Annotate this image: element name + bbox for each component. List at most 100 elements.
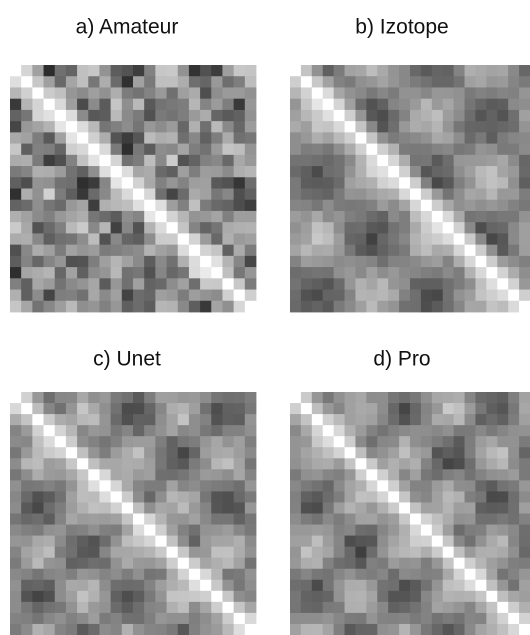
heatmap-cell [110, 502, 123, 514]
heatmap-cell [399, 267, 411, 279]
heatmap-cell [211, 601, 223, 614]
heatmap-cell [453, 447, 465, 459]
heatmap-cell [133, 121, 145, 133]
heatmap-cell [133, 233, 145, 246]
heatmap-cell [166, 278, 179, 290]
heatmap-cell [43, 590, 56, 603]
heatmap-cell [497, 177, 509, 189]
heatmap-cell [65, 177, 78, 189]
heatmap-cell [21, 188, 33, 201]
heatmap-cell [497, 65, 509, 77]
heatmap-cell [77, 491, 89, 503]
heatmap-cell [311, 76, 324, 88]
heatmap-cell [166, 623, 179, 635]
heatmap-cell [54, 267, 67, 279]
heatmap-cell [211, 121, 223, 133]
heatmap-cell [110, 76, 123, 88]
heatmap-cell [410, 109, 422, 122]
heatmap-cell [155, 109, 167, 122]
heatmap-cell [333, 535, 345, 548]
heatmap-cell [133, 76, 145, 88]
heatmap-cell [244, 65, 257, 77]
heatmap-cell [300, 590, 313, 603]
heatmap-cell [121, 76, 134, 88]
heatmap-cell [355, 524, 367, 536]
heatmap-cell [442, 601, 455, 614]
heatmap-cell [155, 590, 167, 603]
heatmap-cell [88, 166, 100, 178]
heatmap-cell [233, 458, 246, 470]
heatmap-cell [166, 425, 179, 437]
heatmap-cell [211, 579, 223, 592]
heatmap-cell [333, 289, 345, 302]
heatmap-cell [290, 568, 302, 581]
heatmap-cell [133, 425, 145, 437]
heatmap-cell [65, 210, 78, 223]
heatmap-cell [410, 188, 422, 201]
heatmap-cell [475, 513, 487, 525]
heatmap-cell [300, 76, 313, 88]
heatmap-cell [322, 447, 335, 459]
heatmap-cell [144, 579, 156, 592]
heatmap-cell [311, 109, 324, 122]
heatmap-cell [222, 199, 235, 212]
heatmap-cell [344, 121, 356, 133]
heatmap-cell [166, 414, 179, 426]
heatmap-cell [121, 447, 134, 459]
heatmap-cell [121, 132, 134, 144]
heatmap-cell [519, 502, 530, 514]
heatmap-cell [464, 513, 476, 525]
heatmap-cell [355, 469, 367, 481]
heatmap-cell [177, 87, 190, 100]
heatmap-cell [177, 524, 190, 536]
heatmap-cell [121, 222, 134, 234]
heatmap-cell [290, 222, 302, 234]
heatmap-cell [442, 188, 455, 201]
heatmap-cell [211, 590, 223, 603]
heatmap-cell [300, 524, 313, 536]
heatmap-cell [177, 98, 190, 111]
heatmap-cell [311, 447, 324, 459]
heatmap-cell [388, 177, 400, 189]
heatmap-cell [188, 480, 201, 492]
heatmap-cell [410, 177, 422, 189]
heatmap-cell [200, 546, 212, 559]
heatmap-cell [366, 612, 378, 625]
heatmap-cell [322, 222, 335, 234]
heatmap-cell [519, 244, 530, 257]
heatmap-cell [486, 98, 498, 111]
heatmap-cell [43, 491, 56, 503]
heatmap-cell [333, 154, 345, 167]
heatmap-cell [464, 469, 476, 481]
heatmap-cell [366, 166, 378, 178]
heatmap-cell [88, 579, 100, 592]
heatmap-cell [453, 403, 465, 415]
heatmap-cell [519, 546, 530, 559]
heatmap-cell [110, 513, 123, 525]
heatmap-cell [54, 98, 67, 111]
heatmap-cell [77, 513, 89, 525]
heatmap-cell [32, 568, 44, 581]
heatmap-cell [211, 425, 223, 437]
heatmap-cell [188, 154, 201, 167]
heatmap-cell [508, 222, 520, 234]
heatmap-cell [188, 601, 201, 614]
heatmap-cell [43, 76, 56, 88]
heatmap-cell [355, 403, 367, 415]
heatmap-cell [519, 65, 530, 77]
heatmap-cell [497, 612, 509, 625]
heatmap-cell [110, 392, 123, 404]
heatmap-cell [200, 244, 212, 257]
heatmap-cell [497, 425, 509, 437]
heatmap-cell [388, 513, 400, 525]
heatmap-cell [211, 210, 223, 223]
heatmap-cell [65, 222, 78, 234]
heatmap-cell [311, 166, 324, 178]
heatmap-cell [410, 289, 422, 302]
heatmap-cell [88, 601, 100, 614]
heatmap-cell [88, 210, 100, 223]
heatmap-cell [65, 143, 78, 156]
heatmap-cell [144, 289, 156, 302]
heatmap-cell [54, 513, 67, 525]
heatmap-cell [311, 403, 324, 415]
